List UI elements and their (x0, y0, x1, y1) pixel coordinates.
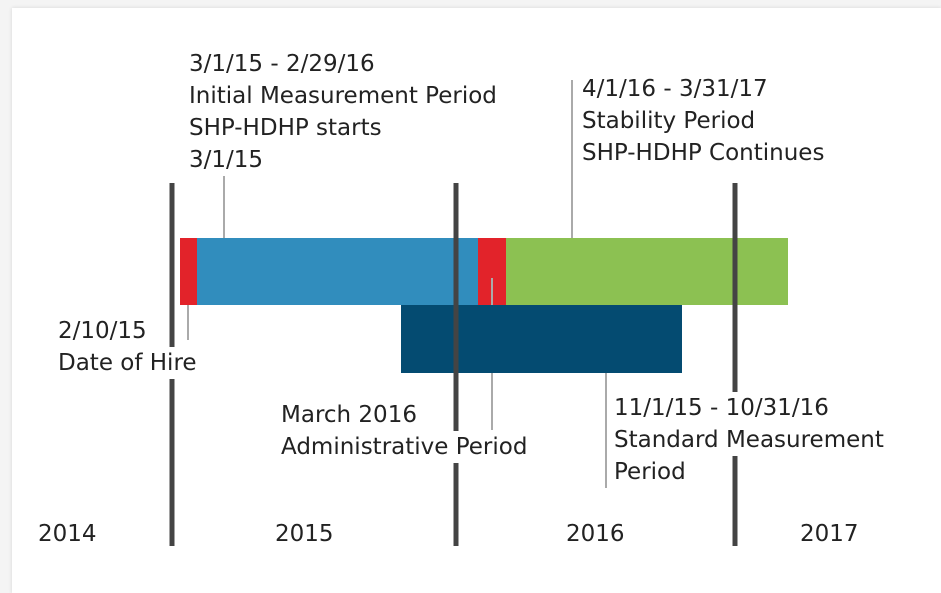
label: 2017 (800, 518, 859, 550)
label: 3/1/15 - 2/29/16 Initial Measurement Peri… (189, 48, 497, 176)
label-line: Stability Period (582, 108, 756, 134)
label: March 2016 Administrative Period (281, 399, 528, 463)
label-line: Period (614, 456, 686, 488)
label-line: Standard Measurement (614, 424, 884, 456)
label-line: 2/10/15 (58, 315, 147, 347)
label: 2/10/15 Date of Hire (58, 315, 197, 379)
label: 2016 (566, 518, 625, 550)
label-line: SHP-HDHP Continues (582, 140, 825, 166)
label-line: 11/1/15 - 10/31/16 (614, 392, 829, 424)
label-line: 2014 (38, 521, 97, 547)
label-line: March 2016 (281, 399, 417, 431)
label-line: Initial Measurement Period (189, 83, 497, 109)
label-line: 3/1/15 (189, 147, 264, 173)
initial-measurement-bar (197, 238, 478, 305)
label-line: 2017 (800, 521, 859, 547)
label-line: 2016 (566, 521, 625, 547)
standard-measurement-bar (401, 305, 682, 373)
label: 4/1/16 - 3/31/17 Stability Period SHP-HDHP… (582, 73, 824, 169)
label-line: 2015 (275, 521, 334, 547)
label-line: Date of Hire (58, 347, 197, 379)
label-line: SHP-HDHP starts (189, 115, 382, 141)
stability-bar (506, 238, 788, 305)
label-line: 4/1/16 - 3/31/17 (582, 76, 768, 102)
label-line: 3/1/15 - 2/29/16 (189, 51, 375, 77)
label: 2014 (38, 518, 97, 550)
label: 11/1/15 - 10/31/16 Standard Measurement Pe… (614, 392, 884, 488)
label-line: Administrative Period (281, 431, 528, 463)
hire-gap-bar (180, 238, 197, 305)
label: 2015 (275, 518, 334, 550)
